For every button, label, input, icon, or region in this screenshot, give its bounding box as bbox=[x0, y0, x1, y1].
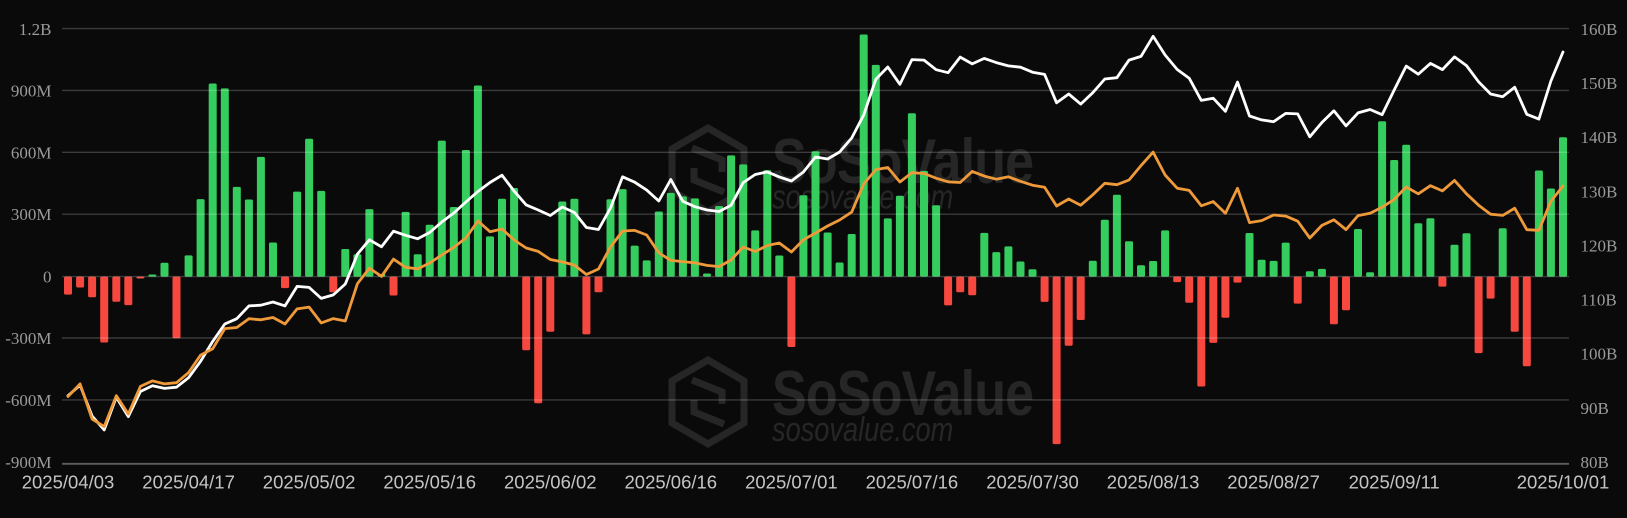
svg-text:sosovalue.com: sosovalue.com bbox=[772, 410, 953, 449]
svg-text:150B: 150B bbox=[1581, 74, 1618, 93]
svg-text:SoSoValue: SoSoValue bbox=[772, 359, 1033, 429]
svg-text:1.2B: 1.2B bbox=[19, 20, 52, 39]
svg-text:2025/05/02: 2025/05/02 bbox=[263, 472, 356, 493]
svg-text:90B: 90B bbox=[1581, 399, 1609, 418]
svg-text:2025/09/11: 2025/09/11 bbox=[1349, 472, 1440, 493]
svg-text:130B: 130B bbox=[1581, 182, 1618, 201]
svg-text:2025/07/16: 2025/07/16 bbox=[866, 472, 959, 493]
svg-text:80B: 80B bbox=[1581, 453, 1609, 472]
svg-text:160B: 160B bbox=[1581, 20, 1618, 39]
svg-text:2025/10/01: 2025/10/01 bbox=[1517, 472, 1610, 493]
svg-text:300M: 300M bbox=[11, 205, 52, 224]
svg-text:110B: 110B bbox=[1581, 291, 1617, 310]
svg-text:2025/06/02: 2025/06/02 bbox=[504, 472, 597, 493]
svg-text:120B: 120B bbox=[1581, 236, 1618, 255]
svg-text:140B: 140B bbox=[1581, 128, 1618, 147]
svg-text:100B: 100B bbox=[1581, 345, 1618, 364]
svg-text:2025/08/13: 2025/08/13 bbox=[1107, 472, 1200, 493]
svg-text:0: 0 bbox=[43, 268, 52, 287]
svg-text:2025/04/03: 2025/04/03 bbox=[22, 472, 115, 493]
svg-text:-600M: -600M bbox=[5, 391, 51, 410]
svg-text:2025/05/16: 2025/05/16 bbox=[383, 472, 476, 493]
svg-text:2025/04/17: 2025/04/17 bbox=[142, 472, 235, 493]
svg-text:2025/06/16: 2025/06/16 bbox=[625, 472, 718, 493]
svg-text:-900M: -900M bbox=[5, 453, 51, 472]
svg-text:2025/08/27: 2025/08/27 bbox=[1227, 472, 1320, 493]
svg-text:900M: 900M bbox=[11, 81, 52, 100]
svg-text:2025/07/01: 2025/07/01 bbox=[745, 472, 838, 493]
svg-text:-300M: -300M bbox=[5, 329, 51, 348]
svg-text:2025/07/30: 2025/07/30 bbox=[986, 472, 1079, 493]
svg-text:600M: 600M bbox=[11, 143, 52, 162]
